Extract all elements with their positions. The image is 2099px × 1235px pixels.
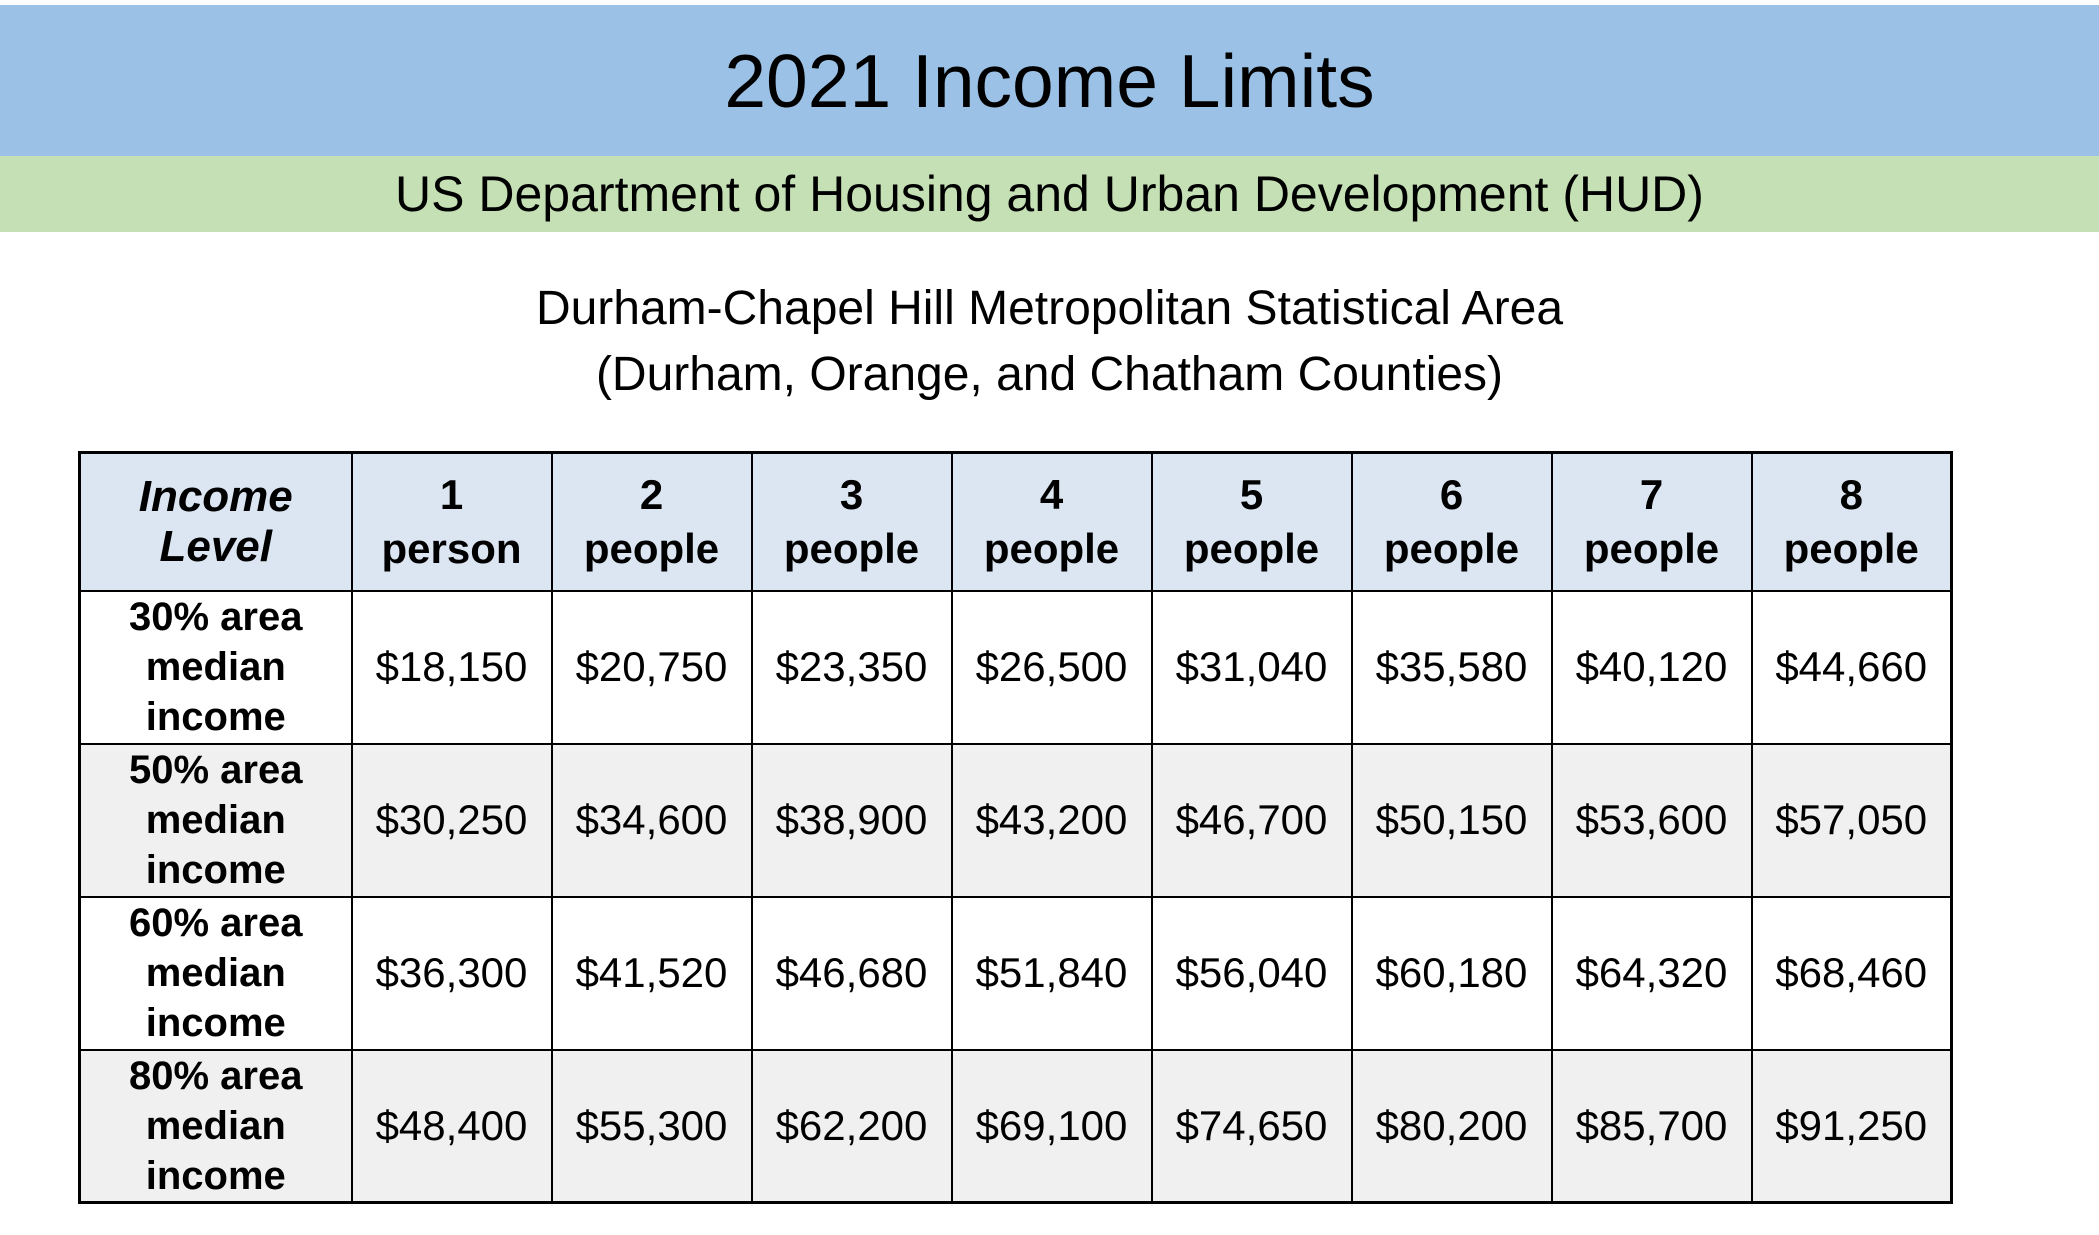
income-value-cell: $44,660 [1750, 589, 1953, 745]
row-label-line: income [145, 1001, 286, 1045]
header-col-unit: people [1583, 524, 1720, 572]
income-table-body: 30% area median income $18,150 $20,750 $23,35… [78, 589, 1953, 1204]
header-col-number: 3 [839, 470, 864, 518]
income-value-cell: $46,700 [1150, 742, 1353, 898]
income-value-cell: $60,180 [1350, 895, 1553, 1051]
table-header: Income Level 1 person 2 people 3 people … [78, 451, 1953, 592]
table-row: 30% area median income $18,150 $20,750 $23,35… [78, 589, 1953, 745]
row-label: 30% area median income [78, 589, 353, 745]
income-value-cell: $53,600 [1550, 742, 1753, 898]
header-col-number: 7 [1639, 470, 1664, 518]
header-col-2-people: 2 people [550, 451, 753, 592]
row-label-line: median [145, 645, 286, 689]
header-col-8-people: 8 people [1750, 451, 1953, 592]
income-value-cell: $80,200 [1350, 1048, 1553, 1204]
row-label: 60% area median income [78, 895, 353, 1051]
title-banner: 2021 Income Limits [0, 5, 2099, 156]
header-col-number: 4 [1039, 470, 1064, 518]
income-value-cell: $62,200 [750, 1048, 953, 1204]
income-value-cell: $18,150 [350, 589, 553, 745]
header-col-7-people: 7 people [1550, 451, 1753, 592]
row-label-line: median [145, 798, 286, 842]
income-value-cell: $57,050 [1750, 742, 1953, 898]
income-value-cell: $30,250 [350, 742, 553, 898]
income-value-cell: $56,040 [1150, 895, 1353, 1051]
row-label: 80% area median income [78, 1048, 353, 1204]
row-label-line: income [145, 1153, 286, 1198]
income-value-cell: $55,300 [550, 1048, 753, 1204]
income-value-cell: $43,200 [950, 742, 1153, 898]
row-label-line: 50% area [129, 748, 303, 792]
income-value-cell: $20,750 [550, 589, 753, 745]
header-row: Income Level 1 person 2 people 3 people … [78, 451, 1953, 592]
income-value-cell: $46,680 [750, 895, 953, 1051]
income-value-cell: $34,600 [550, 742, 753, 898]
header-col-number: 6 [1439, 470, 1464, 518]
row-label-line: median [145, 951, 286, 995]
header-col-unit: people [583, 524, 720, 572]
area-subtitle-line1: Durham-Chapel Hill Metropolitan Statisti… [535, 282, 1564, 335]
header-col-3-people: 3 people [750, 451, 953, 592]
income-limits-table: Income Level 1 person 2 people 3 people … [78, 451, 1953, 1204]
income-value-cell: $36,300 [350, 895, 553, 1051]
header-col-unit: people [983, 524, 1120, 572]
header-col-number: 1 [439, 470, 464, 518]
header-col-5-people: 5 people [1150, 451, 1353, 592]
header-col-unit: people [783, 524, 920, 572]
income-value-cell: $40,120 [1550, 589, 1753, 745]
income-value-cell: $23,350 [750, 589, 953, 745]
income-value-cell: $74,650 [1150, 1048, 1353, 1204]
header-col-unit: people [1783, 524, 1919, 572]
row-label-line: income [145, 695, 286, 739]
header-col-4-people: 4 people [950, 451, 1153, 592]
header-col-number: 5 [1239, 470, 1264, 518]
table-row: 60% area median income $36,300 $41,520 $46,68… [78, 895, 1953, 1051]
header-col-number: 8 [1839, 470, 1863, 518]
row-label-line: 30% area [129, 595, 303, 639]
income-value-cell: $35,580 [1350, 589, 1553, 745]
income-value-cell: $64,320 [1550, 895, 1753, 1051]
row-label-line: median [145, 1103, 286, 1148]
agency-banner: US Department of Housing and Urban Devel… [0, 156, 2099, 232]
header-col-6-people: 6 people [1350, 451, 1553, 592]
income-value-cell: $68,460 [1750, 895, 1953, 1051]
table-row: 80% area median income $48,400 $55,300 $62,20… [78, 1048, 1953, 1204]
agency-banner-text: US Department of Housing and Urban Devel… [395, 166, 1704, 222]
header-col-1-person: 1 person [350, 451, 553, 592]
income-value-cell: $31,040 [1150, 589, 1353, 745]
income-value-cell: $48,400 [350, 1048, 553, 1204]
table-row: 50% area median income $30,250 $34,600 $38,90… [78, 742, 1953, 898]
income-value-cell: $41,520 [550, 895, 753, 1051]
header-income-level: Income Level [78, 451, 353, 592]
income-value-cell: $69,100 [950, 1048, 1153, 1204]
header-col-number: 2 [639, 470, 664, 518]
area-subtitle-line2: (Durham, Orange, and Chatham Counties) [595, 348, 1504, 401]
header-col-unit: person [381, 524, 522, 572]
row-label-line: 60% area [129, 901, 303, 945]
income-value-cell: $51,840 [950, 895, 1153, 1051]
header-col-unit: people [1383, 524, 1520, 572]
income-value-cell: $91,250 [1750, 1048, 1953, 1204]
header-col-unit: people [1183, 524, 1320, 572]
row-label: 50% area median income [78, 742, 353, 898]
income-value-cell: $85,700 [1550, 1048, 1753, 1204]
income-value-cell: $50,150 [1350, 742, 1553, 898]
page-title: 2021 Income Limits [724, 38, 1375, 123]
income-value-cell: $26,500 [950, 589, 1153, 745]
area-subtitle: Durham-Chapel Hill Metropolitan Statisti… [0, 276, 2099, 408]
income-value-cell: $38,900 [750, 742, 953, 898]
row-label-line: income [145, 848, 286, 892]
row-label-line: 80% area [129, 1053, 303, 1098]
